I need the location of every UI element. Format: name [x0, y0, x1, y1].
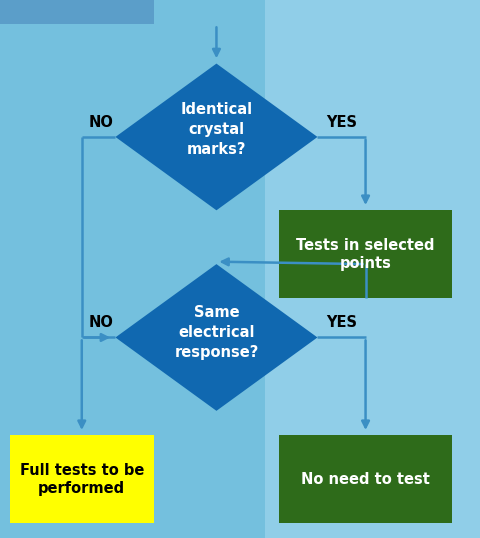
Polygon shape	[115, 264, 317, 411]
Text: No need to test: No need to test	[300, 472, 429, 487]
FancyBboxPatch shape	[264, 0, 480, 538]
Text: YES: YES	[325, 115, 356, 130]
FancyBboxPatch shape	[278, 210, 451, 299]
Polygon shape	[115, 63, 317, 210]
Text: YES: YES	[325, 315, 356, 330]
Text: Tests in selected
points: Tests in selected points	[296, 238, 434, 271]
FancyBboxPatch shape	[10, 435, 154, 523]
Text: Full tests to be
performed: Full tests to be performed	[20, 463, 144, 496]
Text: Same
electrical
response?: Same electrical response?	[174, 305, 258, 360]
Text: NO: NO	[88, 115, 113, 130]
Text: Identical
crystal
marks?: Identical crystal marks?	[180, 102, 252, 157]
FancyBboxPatch shape	[278, 435, 451, 523]
Text: NO: NO	[88, 315, 113, 330]
FancyBboxPatch shape	[0, 0, 154, 24]
